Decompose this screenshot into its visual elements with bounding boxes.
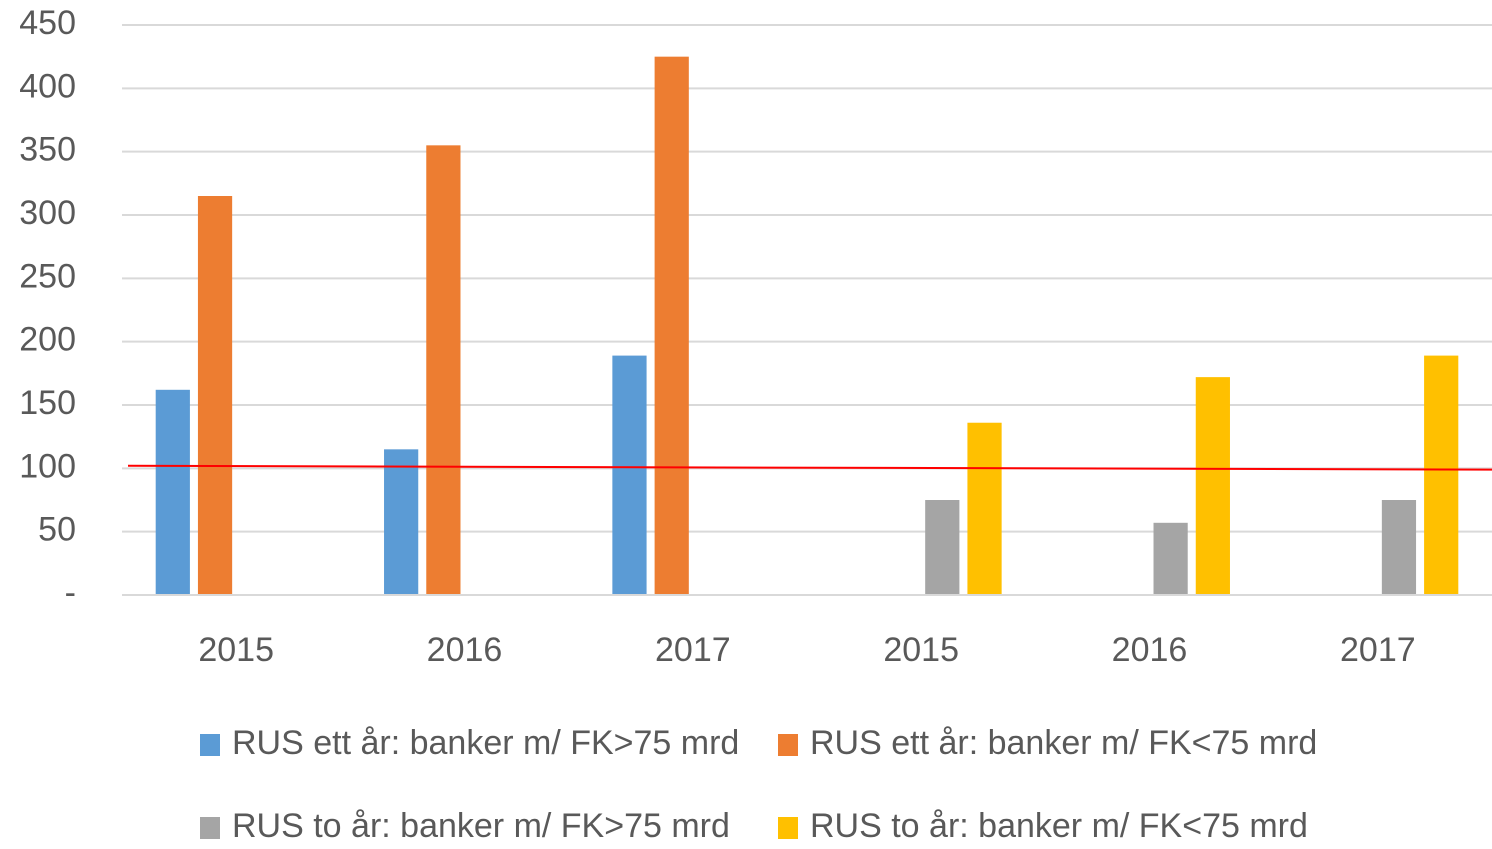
bar bbox=[1424, 355, 1459, 595]
bar bbox=[197, 196, 233, 595]
legend-swatch bbox=[200, 817, 220, 839]
bar bbox=[1381, 500, 1417, 595]
y-tick-label: 150 bbox=[19, 384, 76, 422]
bar bbox=[155, 389, 190, 595]
x-tick-label: 2016 bbox=[1112, 631, 1188, 669]
legend-label: RUS to år: banker m/ FK<75 mrd bbox=[810, 807, 1308, 845]
bar bbox=[925, 500, 960, 595]
bar bbox=[967, 422, 1002, 595]
y-tick-label: 300 bbox=[19, 194, 76, 232]
x-tick-label: 2017 bbox=[655, 631, 731, 669]
bar bbox=[1153, 522, 1188, 595]
bar bbox=[426, 145, 461, 596]
x-tick-label: 2015 bbox=[198, 631, 274, 669]
y-tick-label: - bbox=[65, 574, 76, 612]
legend-label: RUS to år: banker m/ FK>75 mrd bbox=[232, 807, 730, 845]
legend-label: RUS ett år: banker m/ FK>75 mrd bbox=[232, 724, 739, 762]
bar bbox=[612, 355, 647, 595]
y-tick-label: 100 bbox=[19, 447, 76, 485]
y-tick-label: 50 bbox=[38, 511, 76, 549]
legend-label: RUS ett år: banker m/ FK<75 mrd bbox=[810, 724, 1317, 762]
bar bbox=[654, 56, 689, 595]
y-tick-label: 450 bbox=[19, 4, 76, 42]
legend-swatch bbox=[200, 734, 220, 756]
bar bbox=[384, 449, 419, 595]
y-tick-label: 350 bbox=[19, 131, 76, 169]
legend-swatch bbox=[778, 817, 798, 839]
reference-line bbox=[127, 464, 1492, 471]
legend-swatch bbox=[778, 734, 798, 756]
x-tick-label: 2015 bbox=[883, 631, 959, 669]
bar bbox=[1195, 377, 1230, 595]
y-tick-label: 400 bbox=[19, 67, 76, 105]
x-tick-label: 2016 bbox=[427, 631, 503, 669]
x-tick-label: 2017 bbox=[1340, 631, 1416, 669]
y-tick-label: 250 bbox=[19, 257, 76, 295]
y-tick-label: 200 bbox=[19, 321, 76, 359]
